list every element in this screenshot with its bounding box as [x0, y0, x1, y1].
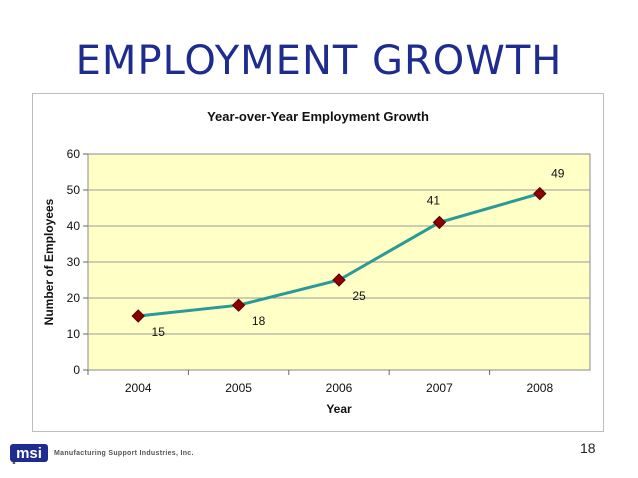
data-labels: 15 18 25 41 49	[152, 167, 565, 339]
company-name: Manufacturing Support Industries, Inc.	[54, 450, 194, 457]
x-tick-label: 2005	[225, 381, 252, 395]
data-label: 15	[152, 325, 166, 339]
page-number: 18	[580, 440, 596, 456]
data-label: 25	[352, 289, 366, 303]
series-employees	[131, 186, 547, 323]
data-point-marker	[533, 186, 547, 201]
x-axis-ticks: 2004 2005 2006 2007 2008	[125, 381, 554, 395]
data-label: 18	[252, 314, 266, 328]
data-label: 41	[427, 193, 441, 207]
y-tick-label: 40	[67, 219, 81, 233]
data-point-marker	[131, 309, 145, 323]
data-point-marker	[231, 298, 246, 312]
slide-title: EMPLOYMENT GROWTH	[75, 38, 563, 84]
y-tick-label: 30	[67, 255, 81, 269]
chart-container: Year-over-Year Employment Growth 0 10 20 30…	[32, 93, 604, 432]
chart-title: Year-over-Year Employment Growth	[207, 109, 429, 124]
y-tick-label: 0	[73, 363, 80, 377]
x-tick-label: 2006	[326, 381, 353, 395]
y-tick-label: 10	[67, 327, 81, 341]
y-axis-title: Number of Employees	[42, 198, 56, 325]
x-tick-label: 2007	[426, 381, 453, 395]
x-axis-title: Year	[326, 402, 352, 416]
y-tick-label: 20	[67, 291, 81, 305]
x-tick-label: 2004	[125, 381, 152, 395]
y-tick-label: 50	[67, 183, 81, 197]
data-point-marker	[432, 215, 447, 230]
x-tick-label: 2008	[526, 381, 553, 395]
gridlines	[83, 153, 590, 375]
msi-logo: msi	[10, 444, 48, 465]
data-label: 49	[551, 167, 565, 181]
data-point-marker	[332, 273, 346, 287]
y-tick-label: 60	[67, 147, 81, 161]
line-chart: Year-over-Year Employment Growth 0 10 20 30…	[42, 109, 591, 416]
y-axis-ticks: 0 10 20 30 40 50 60	[67, 147, 81, 377]
logo-text: msi	[16, 445, 42, 462]
